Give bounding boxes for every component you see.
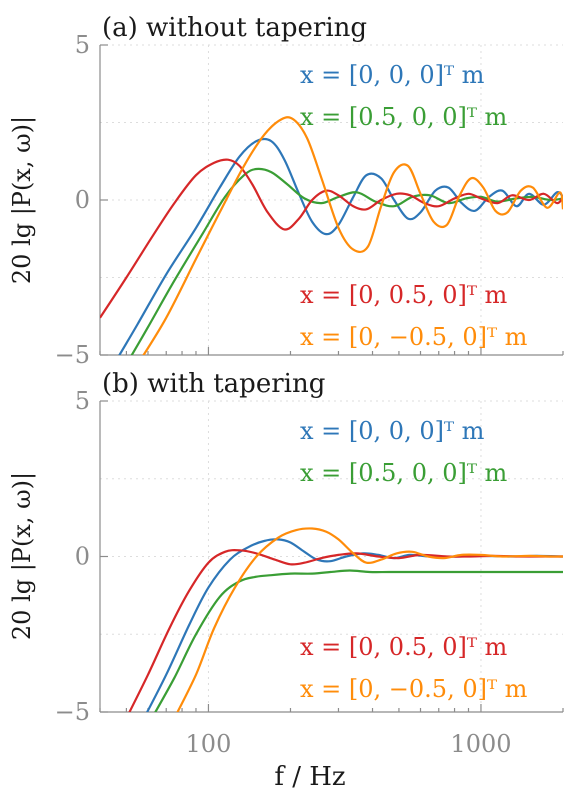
y-tick-label: −5	[55, 698, 90, 726]
panel-b-ticks: −5 0 5 100 1000	[55, 387, 564, 758]
y-tick-label: 0	[75, 543, 90, 571]
series-line-1	[118, 137, 563, 355]
legend-entry: x = [0, 0.5, 0]ᵀ m	[300, 281, 508, 309]
panel-a-legend: x = [0, 0, 0]ᵀ m x = [0.5, 0, 0]ᵀ m x = [0…	[300, 61, 528, 351]
legend-entry: x = [0, 0, 0]ᵀ m	[300, 417, 485, 445]
y-tick-label: 0	[75, 186, 90, 214]
series-line-3	[100, 158, 563, 319]
panel-a-title: (a) without tapering	[102, 13, 367, 43]
panel-b-series	[128, 527, 563, 712]
legend-entry: x = [0, −0.5, 0]ᵀ m	[300, 323, 528, 351]
series-line-4	[176, 527, 563, 712]
legend-entry: x = [0, 0.5, 0]ᵀ m	[300, 633, 508, 661]
x-tick-label: 100	[186, 730, 232, 758]
panel-b: (b) with tapering 20 lg |P(x, ω)| −5 0 5 10…	[8, 369, 564, 758]
series-line-2	[130, 167, 563, 355]
panel-b-title: (b) with tapering	[102, 369, 325, 399]
panel-b-legend: x = [0, 0, 0]ᵀ m x = [0.5, 0, 0]ᵀ m x = [0…	[300, 417, 528, 703]
legend-entry: x = [0.5, 0, 0]ᵀ m	[300, 459, 508, 487]
y-tick-label: 5	[75, 387, 90, 415]
panel-a-ylabel: 20 lg |P(x, ω)|	[8, 116, 37, 284]
series-line-3	[128, 549, 563, 712]
legend-entry: x = [0.5, 0, 0]ᵀ m	[300, 103, 508, 131]
y-tick-label: −5	[55, 341, 90, 369]
series-line-4	[142, 116, 563, 355]
series-line-2	[154, 569, 563, 712]
panel-a-ticks: −5 0 5	[55, 31, 564, 369]
panel-b-ylabel: 20 lg |P(x, ω)|	[8, 472, 37, 640]
panel-a: (a) without tapering 20 lg |P(x, ω)| −5 0…	[8, 13, 564, 369]
x-axis-label: f / Hz	[274, 762, 345, 792]
y-tick-label: 5	[75, 31, 90, 59]
x-tick-label: 1000	[450, 730, 511, 758]
legend-entry: x = [0, −0.5, 0]ᵀ m	[300, 675, 528, 703]
legend-entry: x = [0, 0, 0]ᵀ m	[300, 61, 485, 89]
panel-a-series	[100, 116, 563, 355]
